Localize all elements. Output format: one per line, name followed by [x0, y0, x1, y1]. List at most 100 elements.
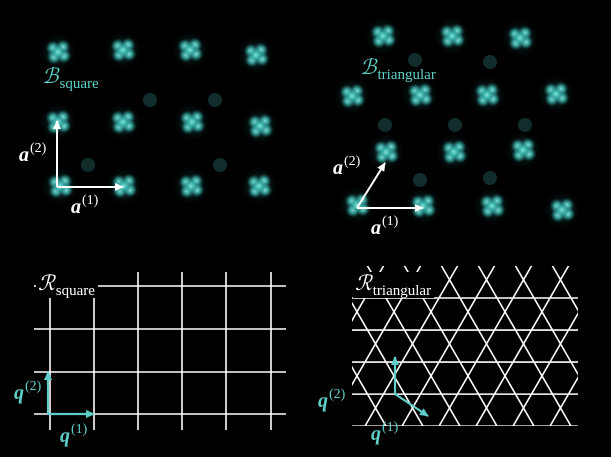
- triangular-faint-atom: [483, 55, 497, 69]
- triangular-reciprocal-label-subscript: triangular: [372, 283, 432, 299]
- square-a1-label-main: a: [71, 196, 81, 218]
- tri-grid-line: [475, 266, 570, 426]
- triangular-basis-a2-arrow: [356, 162, 386, 209]
- tri-grid-line: [172, 240, 287, 440]
- triangular-reciprocal-label: ℛtriangular: [353, 271, 435, 299]
- square-lattice-label: ℬsquare: [42, 64, 99, 92]
- tri-grid-line: [477, 266, 572, 426]
- tri-grid-line: [575, 240, 611, 440]
- square-faint-atom: [81, 158, 95, 172]
- triangular-atom: [537, 75, 575, 113]
- triangular-a2-label-main: a: [333, 157, 343, 179]
- triangular-atom: [543, 191, 581, 229]
- tri-grid-line: [0, 240, 28, 440]
- triangular-faint-atom: [448, 118, 462, 132]
- triangular-lattice-atoms: [333, 17, 581, 229]
- triangular-faint-atom: [483, 171, 497, 185]
- tri-grid-line: [514, 266, 578, 376]
- triangular-reciprocal-q1-arrow: [394, 393, 429, 417]
- square-atom: [172, 167, 210, 205]
- triangular-faint-atom: [378, 118, 392, 132]
- tri-grid-line: [401, 266, 496, 426]
- tri-grid-line: [98, 240, 213, 440]
- tri-grid-line: [57, 240, 172, 440]
- tri-grid-line: [131, 240, 246, 440]
- square-q1-label: q(1): [60, 423, 87, 447]
- square-faint-atom: [143, 93, 157, 107]
- square-reciprocal-grid: [34, 272, 286, 430]
- square-q2-label: q(2): [14, 380, 41, 404]
- square-atom: [105, 167, 143, 205]
- square-atom: [237, 36, 275, 74]
- square-lattice-atoms: [39, 31, 279, 205]
- square-atom: [173, 103, 211, 141]
- tri-grid-line: [352, 365, 387, 426]
- triangular-lattice-label: ℬtriangular: [360, 55, 436, 83]
- triangular-faint-atom: [413, 173, 427, 187]
- triangular-a1-label-sup: (1): [382, 214, 399, 229]
- triangular-atom: [364, 17, 402, 55]
- triangular-atom: [401, 76, 439, 114]
- square-q1-label-sup: (1): [71, 422, 88, 437]
- tri-grid-line: [0, 240, 65, 440]
- triangular-a1-label: a(1): [371, 215, 398, 239]
- tri-grid-line: [364, 266, 459, 426]
- triangular-q2-label-sup: (2): [329, 387, 346, 402]
- tri-grid-line: [440, 266, 535, 426]
- triangular-q2-label-main: q: [318, 390, 328, 412]
- square-atom: [104, 103, 142, 141]
- tri-grid-line: [205, 240, 320, 440]
- triangular-q1-label: q(1): [371, 421, 398, 445]
- square-lattice-label-symbol: ℬ: [42, 64, 59, 88]
- tri-grid-line: [403, 266, 498, 426]
- triangular-atom: [473, 187, 511, 225]
- square-a1-label-sup: (1): [82, 193, 99, 208]
- triangular-atom: [468, 76, 506, 114]
- tri-grid-line: [61, 240, 176, 440]
- triangular-faint-atom: [408, 53, 422, 67]
- triangular-atom: [367, 133, 405, 171]
- square-a2-label-main: a: [19, 144, 29, 166]
- tri-grid-line: [366, 266, 461, 426]
- square-faint-atom: [208, 93, 222, 107]
- square-q2-label-main: q: [14, 382, 24, 404]
- tri-grid-line: [0, 240, 61, 440]
- tri-grid-line: [20, 240, 135, 440]
- triangular-atom: [433, 17, 471, 55]
- tri-grid-line: [512, 311, 578, 426]
- square-reciprocal-label-subscript: square: [55, 283, 95, 299]
- triangular-atom: [404, 187, 442, 225]
- triangular-atom: [504, 131, 542, 169]
- triangular-lattice-label-symbol: ℬ: [360, 55, 377, 79]
- triangular-a1-label-main: a: [371, 217, 381, 239]
- square-q2-label-sup: (2): [25, 379, 42, 394]
- square-reciprocal-label-symbol: ℛ: [38, 271, 55, 295]
- triangular-a2-label-sup: (2): [344, 154, 361, 169]
- triangular-reciprocal-label-symbol: ℛ: [355, 271, 372, 295]
- tri-grid-line: [551, 266, 578, 312]
- square-a2-label-sup: (2): [30, 141, 47, 156]
- triangular-atom: [501, 19, 539, 57]
- tri-grid-line: [352, 301, 424, 426]
- triangular-atom: [435, 133, 473, 171]
- square-faint-atom: [213, 158, 227, 172]
- square-a1-label: a(1): [71, 194, 98, 218]
- square-atom: [240, 167, 278, 205]
- square-atom: [104, 31, 142, 69]
- square-atom: [39, 33, 77, 71]
- triangular-q2-label: q(2): [318, 388, 345, 412]
- triangular-lattice-label-subscript: triangular: [377, 67, 436, 83]
- tri-grid-line: [94, 240, 209, 440]
- square-a2-label: a(2): [19, 142, 46, 166]
- triangular-q1-label-sup: (1): [382, 420, 399, 435]
- tri-grid-line: [579, 240, 611, 440]
- tri-grid-line: [0, 240, 24, 440]
- triangular-q1-label-main: q: [371, 423, 381, 445]
- triangular-faint-atom: [518, 118, 532, 132]
- square-lattice-label-subscript: square: [59, 76, 99, 92]
- triangular-reciprocal-grid: [0, 240, 611, 440]
- tri-grid-line: [549, 376, 578, 426]
- triangular-atom: [333, 77, 371, 115]
